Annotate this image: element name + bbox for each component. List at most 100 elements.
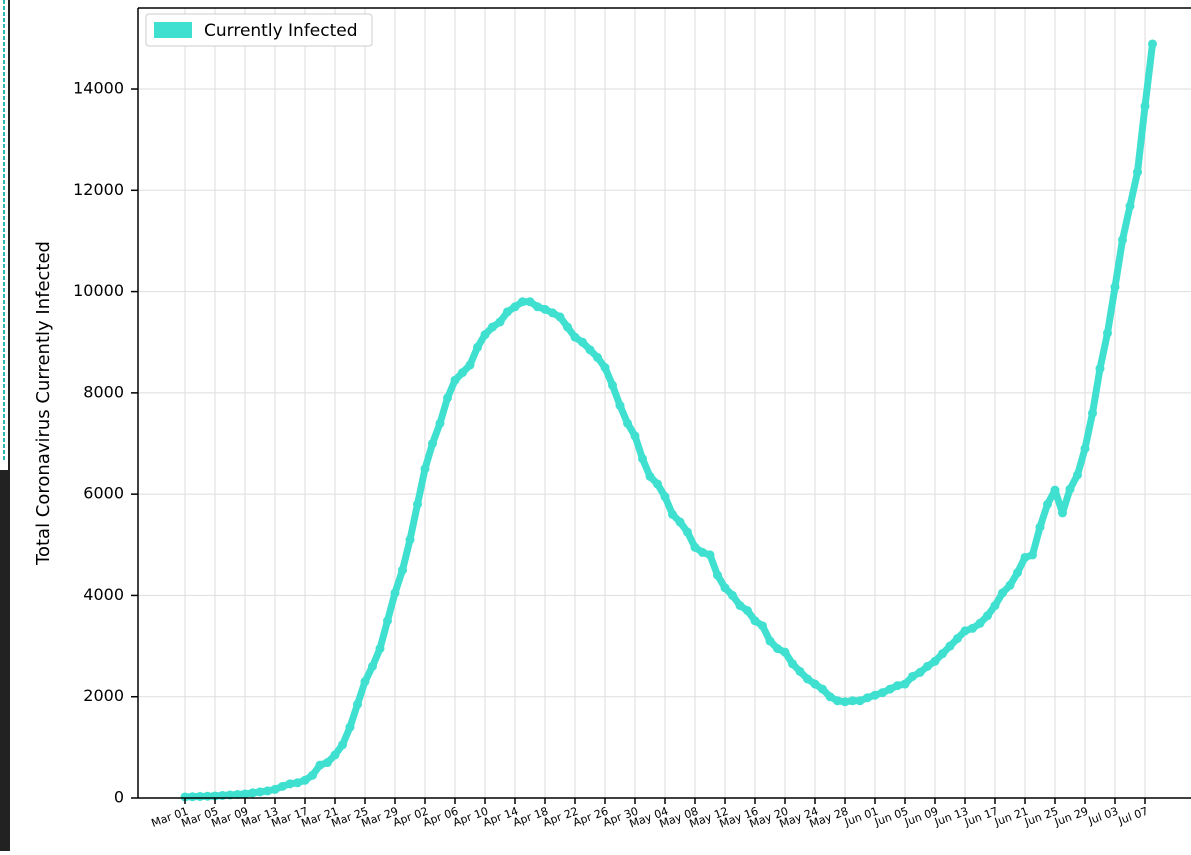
y-tick-label: 0: [114, 788, 124, 807]
data-point: [465, 360, 475, 370]
y-axis-label: Total Coronavirus Currently Infected: [33, 241, 54, 566]
data-point: [315, 760, 325, 770]
data-point: [1088, 408, 1097, 418]
data-point: [540, 304, 550, 314]
data-point: [555, 312, 565, 322]
data-point: [885, 684, 895, 694]
data-point: [450, 375, 460, 385]
data-point: [1073, 470, 1082, 480]
data-point: [1065, 484, 1075, 494]
data-point: [923, 661, 932, 671]
data-point: [345, 722, 355, 732]
data-point: [825, 692, 835, 702]
legend-box: [145, 13, 373, 47]
legend: Currently Infected: [145, 13, 373, 47]
data-point: [383, 616, 392, 626]
data-point: [405, 535, 415, 545]
y-tick-label: 14000: [73, 79, 124, 98]
data-point: [443, 393, 452, 403]
data-point: [638, 454, 647, 464]
data-point: [735, 601, 745, 611]
data-point: [728, 590, 737, 600]
data-point: [278, 781, 287, 791]
data-point: [1125, 201, 1135, 211]
data-point: [428, 439, 437, 449]
data-point: [360, 677, 370, 687]
data-point: [810, 679, 820, 689]
data-point: [773, 644, 782, 654]
data-point: [510, 302, 520, 312]
data-point: [1080, 444, 1090, 454]
data-point: [240, 789, 250, 799]
data-point: [518, 297, 527, 307]
y-tick-label: 12000: [73, 180, 124, 199]
data-point: [960, 626, 970, 636]
data-point: [938, 649, 947, 659]
data-point: [1020, 552, 1030, 562]
data-point: [578, 337, 587, 347]
data-point: [233, 789, 242, 799]
data-point: [668, 509, 677, 519]
data-point: [615, 401, 625, 411]
data-point: [758, 621, 767, 631]
y-tick-label: 10000: [73, 281, 124, 300]
data-point: [263, 786, 272, 796]
data-point: [413, 499, 422, 509]
data-point: [308, 770, 317, 780]
data-point: [375, 644, 385, 654]
data-point: [480, 330, 490, 340]
data-point: [780, 647, 790, 657]
data-point: [698, 547, 707, 557]
data-point: [990, 601, 1000, 611]
data-point: [983, 611, 992, 621]
grid: [138, 8, 1191, 799]
data-point: [855, 696, 865, 706]
data-point: [705, 550, 715, 560]
data-point: [293, 778, 302, 788]
data-point: [353, 699, 362, 709]
data-point: [645, 471, 655, 481]
y-tick-label: 4000: [83, 585, 124, 604]
data-point: [675, 517, 685, 527]
data-point: [1043, 499, 1052, 509]
x-tick-label: Jul 03: [1086, 805, 1120, 828]
data-point: [863, 693, 872, 703]
data-point: [660, 492, 670, 502]
data-point: [915, 667, 925, 677]
data-point: [720, 583, 730, 593]
data-point: [900, 679, 910, 689]
data-point: [270, 784, 280, 794]
data-point: [653, 479, 662, 489]
data-point: [788, 659, 797, 669]
data-point: [795, 666, 805, 676]
data-point: [390, 588, 400, 598]
data-point: [473, 342, 482, 352]
data-point: [248, 788, 257, 798]
data-point: [180, 792, 190, 802]
data-point: [1118, 235, 1127, 245]
data-point: [840, 697, 850, 707]
data-point: [1058, 508, 1067, 518]
data-point: [998, 588, 1007, 598]
data-point: [495, 317, 505, 327]
data-point: [630, 431, 640, 441]
data-point: [750, 616, 760, 626]
data-point: [1005, 580, 1015, 590]
data-point: [608, 380, 617, 390]
data-point: [1035, 522, 1045, 532]
series-line: [181, 40, 1156, 801]
data-point: [743, 606, 752, 616]
data-point: [323, 758, 332, 768]
y-tick-label: 8000: [83, 382, 124, 401]
data-point: [1140, 101, 1150, 111]
data-point: [368, 661, 377, 671]
data-point: [398, 565, 407, 575]
data-point: [1095, 364, 1105, 374]
data-point: [953, 633, 962, 643]
data-point: [458, 368, 467, 378]
data-point: [878, 688, 887, 698]
data-point: [1028, 550, 1037, 560]
data-point: [623, 418, 632, 428]
data-point: [1133, 167, 1142, 177]
